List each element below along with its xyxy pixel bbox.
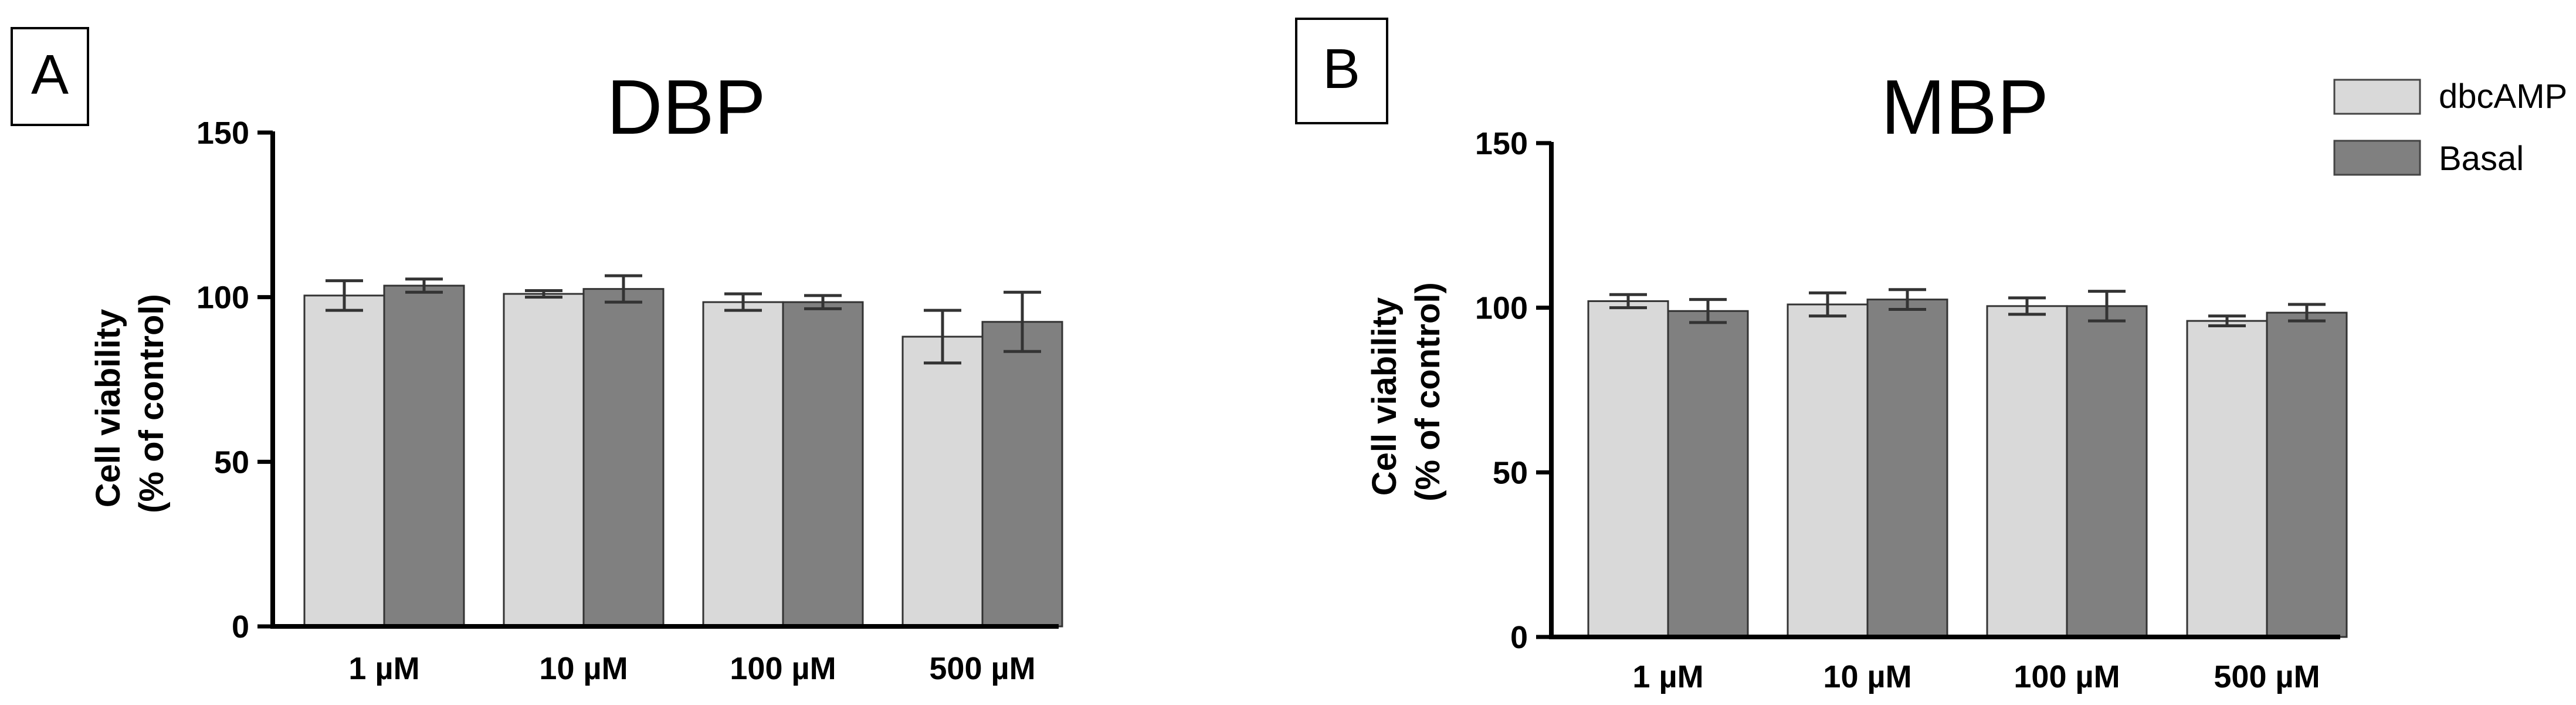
panel-a-error-bar-basal-3 bbox=[1004, 290, 1041, 353]
panel-a-bars bbox=[303, 274, 1063, 628]
panel-b-bar-dbcamp-1 bbox=[1787, 303, 1869, 638]
panel-b-x-axis: 1 µM 10 µM 100 µM 500 µM bbox=[1632, 659, 2320, 694]
panel-b-x-tick-label: 1 µM bbox=[1632, 659, 1703, 694]
panel-a-error-bar-basal-2 bbox=[804, 294, 842, 310]
panel-b-bars bbox=[1587, 288, 2348, 638]
panel-a-x-tick-label: 100 µM bbox=[730, 651, 836, 686]
panel-a-bar-basal-0 bbox=[383, 284, 465, 628]
panel-b-error-bar-dbcamp-2 bbox=[2008, 296, 2046, 316]
panel-b-bar-basal-0 bbox=[1667, 310, 1749, 638]
panel-a-y-tick-label: 100 bbox=[196, 280, 249, 316]
panel-a-y-tick-label: 0 bbox=[232, 609, 249, 645]
panel-a-x-tick-label: 1 µM bbox=[348, 651, 419, 686]
panel-b-error-bar-dbcamp-0 bbox=[1609, 293, 1647, 310]
panel-b-error-bar-basal-2 bbox=[2088, 290, 2126, 323]
panel-b-error-bar-dbcamp-1 bbox=[1809, 291, 1846, 318]
panel-b-error-bar-basal-0 bbox=[1689, 298, 1727, 324]
panel-b-error-bar-dbcamp-3 bbox=[2208, 314, 2246, 328]
panel-a-title: DBP bbox=[606, 64, 765, 150]
panel-b-bar-basal-3 bbox=[2266, 311, 2348, 638]
panel-a-y-tick-label: 50 bbox=[214, 445, 249, 480]
panel-b-bar-dbcamp-2 bbox=[1986, 305, 2068, 638]
panel-b-bar-dbcamp-3 bbox=[2186, 320, 2268, 638]
panel-a-x-tick-label: 10 µM bbox=[539, 651, 628, 686]
legend-label-dbcamp: dbcAMP bbox=[2439, 77, 2567, 116]
panel-b-label: B bbox=[1323, 38, 1360, 100]
panel-a-ylabel-line2: (% of control) bbox=[133, 294, 171, 513]
panel-a-y-axis: 0 50 100 150 bbox=[196, 116, 273, 645]
panel-a-label: A bbox=[31, 43, 69, 106]
panel-b-y-tick-label: 100 bbox=[1475, 291, 1528, 326]
panel-a-ylabel-line1: Cell viability bbox=[89, 309, 127, 507]
panel-a-x-tick-label: 500 µM bbox=[929, 651, 1035, 686]
panel-b-error-bar-basal-3 bbox=[2288, 303, 2326, 323]
panel-b-x-tick-label: 10 µM bbox=[1823, 659, 1911, 694]
panel-b-y-tick-label: 0 bbox=[1510, 620, 1528, 655]
panel-a-bar-basal-2 bbox=[782, 301, 864, 628]
panel-a-bar-basal-1 bbox=[582, 288, 665, 628]
panel-a-bar-dbcamp-0 bbox=[303, 294, 385, 628]
panel-a-ylabel: Cell viability (% of control) bbox=[89, 294, 171, 513]
panel-b-ylabel: Cell viability (% of control) bbox=[1365, 282, 1447, 501]
panel-b-y-tick-label: 150 bbox=[1475, 126, 1528, 161]
legend-label-basal: Basal bbox=[2439, 140, 2524, 178]
panel-b-x-tick-label: 100 µM bbox=[2014, 659, 2120, 694]
panel-b-y-tick-label: 50 bbox=[1493, 455, 1528, 490]
panel-b-bar-dbcamp-0 bbox=[1587, 300, 1669, 638]
panel-b-ylabel-line2: (% of control) bbox=[1409, 282, 1447, 501]
panel-a-error-bar-dbcamp-1 bbox=[525, 289, 562, 299]
panel-b-ylabel-line1: Cell viability bbox=[1365, 297, 1404, 496]
panel-b-title: MBP bbox=[1881, 64, 2049, 150]
panel-b-error-bar-basal-1 bbox=[1889, 288, 1926, 311]
legend-swatch-dbcamp bbox=[2333, 79, 2421, 115]
panel-a-error-bar-dbcamp-2 bbox=[724, 292, 762, 312]
panel-a-bar-dbcamp-1 bbox=[503, 293, 585, 628]
panel-a-y-tick-label: 150 bbox=[196, 116, 249, 151]
panel-a-error-bar-basal-0 bbox=[405, 277, 443, 294]
panel-a-x-axis: 1 µM 10 µM 100 µM 500 µM bbox=[348, 651, 1035, 686]
panel-b-x-tick-label: 500 µM bbox=[2214, 659, 2320, 694]
panel-a-label-box bbox=[11, 27, 89, 126]
panel-a-bar-dbcamp-2 bbox=[702, 301, 784, 628]
panel-a: A DBP Cell viability (% of control) 0 50 1… bbox=[11, 27, 1063, 686]
legend: dbcAMP Basal bbox=[2333, 77, 2567, 178]
panel-a-error-bar-basal-1 bbox=[605, 274, 642, 304]
panel-a-bar-basal-3 bbox=[981, 321, 1063, 628]
panel-a-bar-dbcamp-3 bbox=[901, 335, 984, 628]
panel-b-bar-basal-1 bbox=[1866, 299, 1948, 638]
legend-swatch-basal bbox=[2333, 140, 2421, 176]
panel-b-bar-basal-2 bbox=[2066, 305, 2148, 638]
panel-b-label-box bbox=[1295, 18, 1388, 124]
panel-b-y-axis: 0 50 100 150 bbox=[1475, 126, 1551, 655]
panel-a-error-bar-dbcamp-0 bbox=[326, 279, 363, 312]
panel-b: B MBP Cell viability (% of control) 0 50 1… bbox=[1295, 18, 2567, 694]
panel-a-error-bar-dbcamp-3 bbox=[924, 309, 961, 365]
